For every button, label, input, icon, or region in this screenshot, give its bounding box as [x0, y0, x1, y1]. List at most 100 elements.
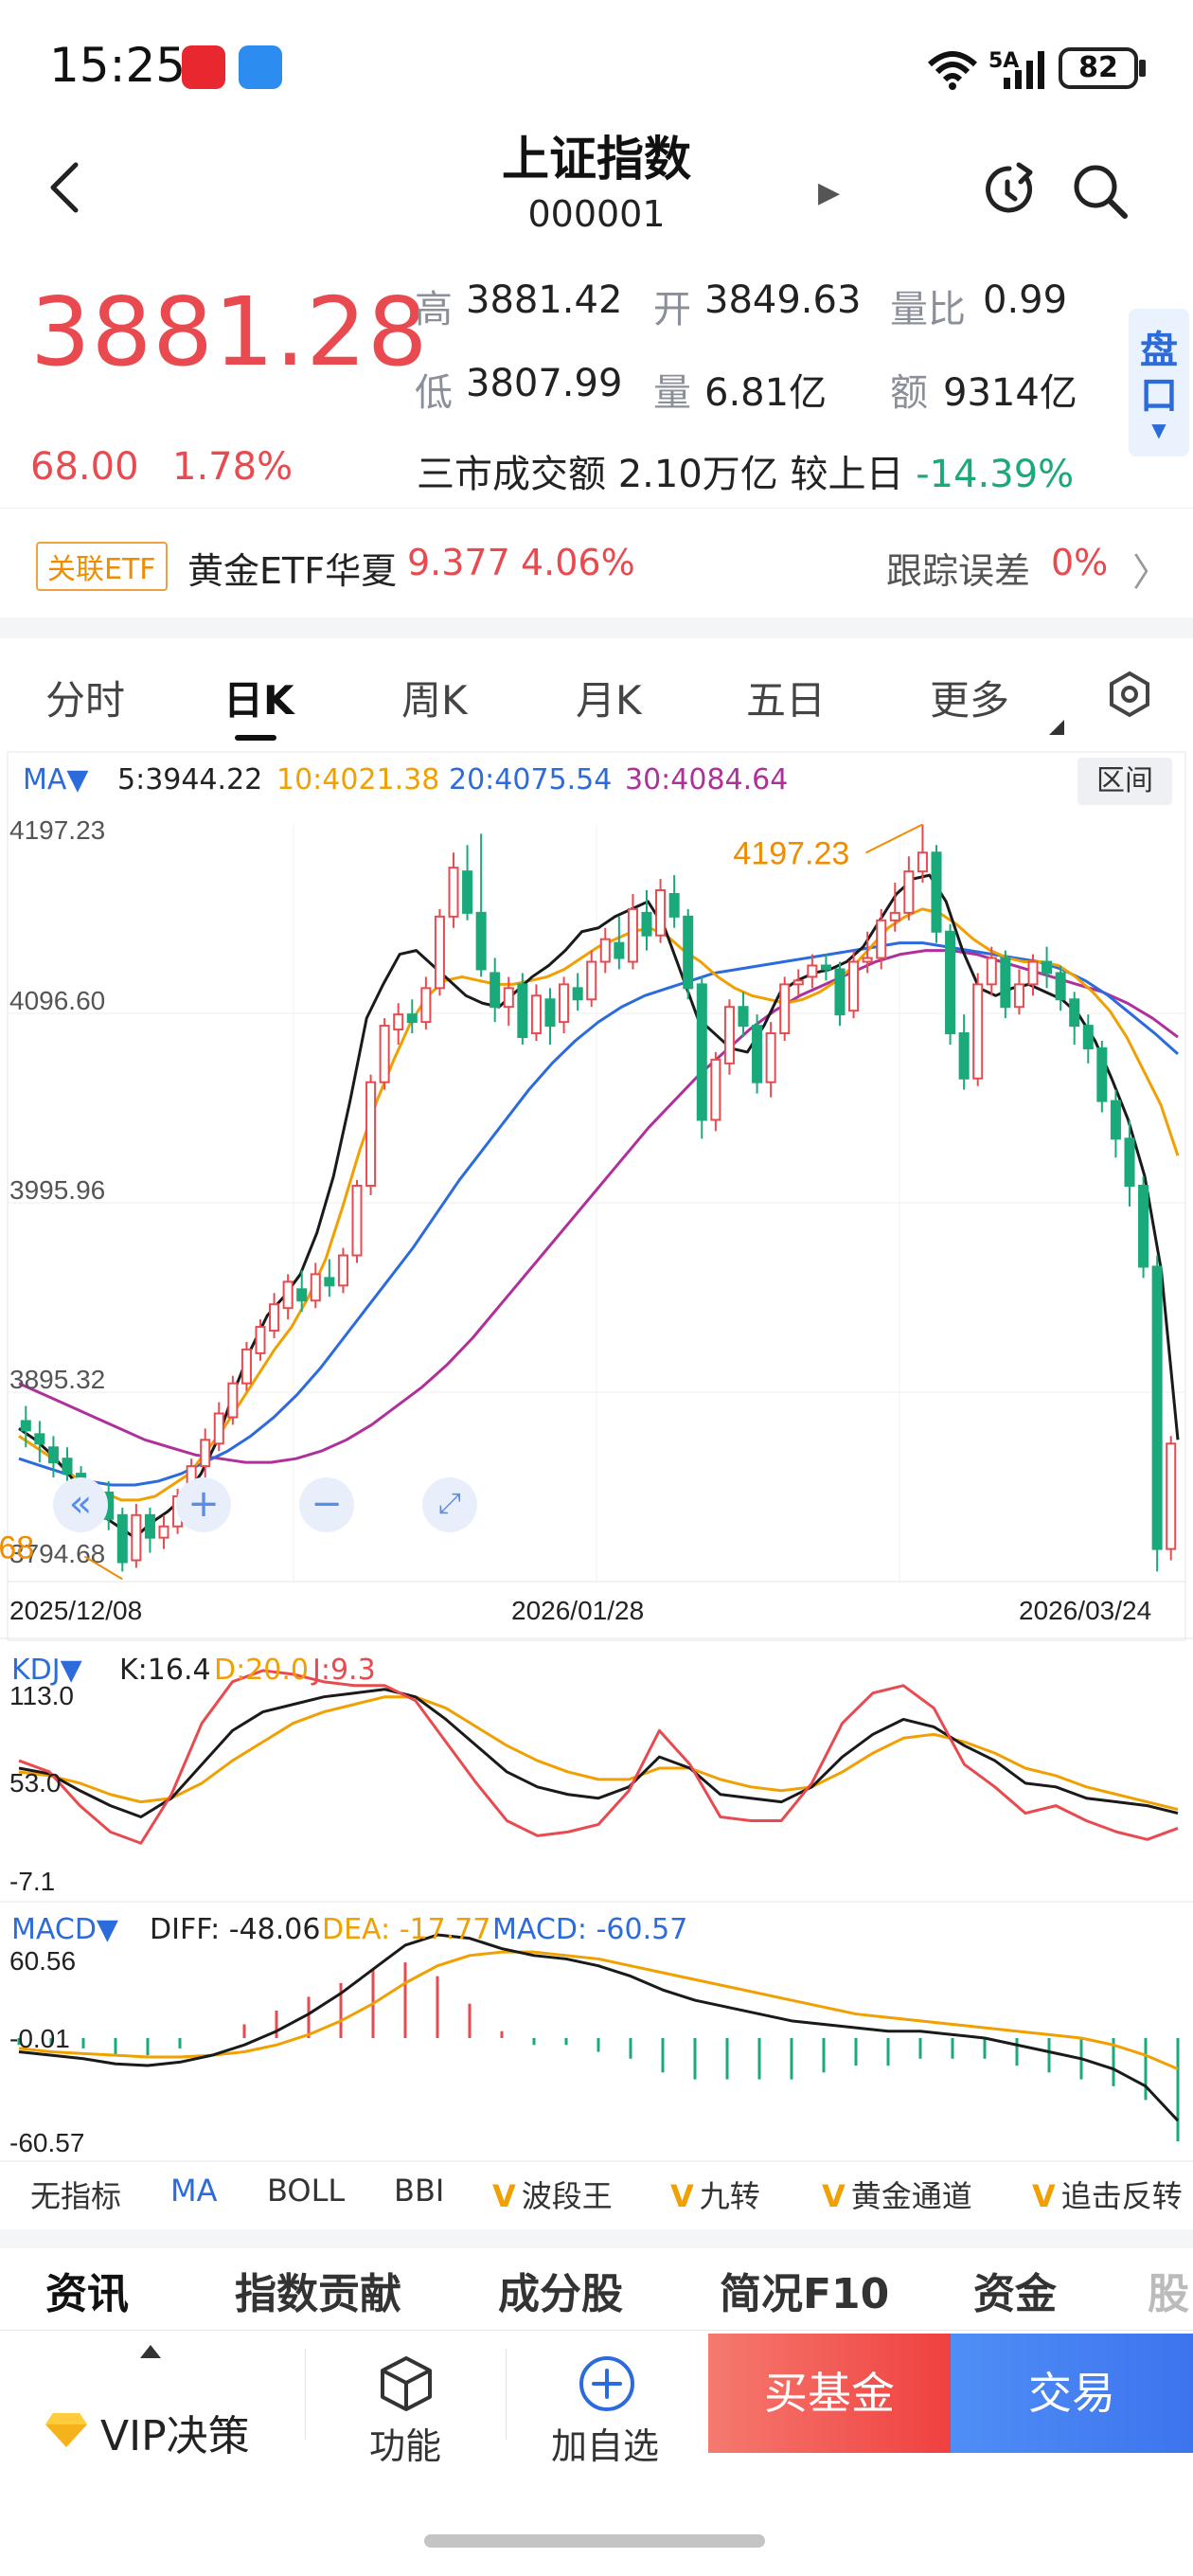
trade-button[interactable]: 交易	[951, 2334, 1193, 2453]
back-arrow-icon[interactable]	[45, 159, 83, 216]
y-axis-label: 3995.96	[9, 1175, 105, 1205]
macd-value-legend: MACD: -60.57	[492, 1913, 688, 1946]
ma20-line	[18, 941, 1179, 1487]
add-watchlist-icon[interactable]	[578, 2354, 636, 2413]
kdj-d-legend: D:20.0	[214, 1654, 310, 1687]
tab-daily-k[interactable]: 日K	[223, 677, 294, 724]
indicator-bbi[interactable]: BBI	[394, 2173, 445, 2209]
clock: 15:25	[49, 38, 187, 93]
max-price-label: 4197.23	[733, 835, 849, 871]
indicator-wave-king[interactable]: V 波段王	[492, 2173, 613, 2216]
candle-body	[765, 1032, 776, 1083]
tab-profile-f10[interactable]: 简况F10	[720, 2270, 890, 2318]
open-value: 3849.63	[704, 278, 862, 322]
candle-body	[627, 907, 638, 963]
candle-body	[282, 1280, 294, 1310]
tab-index-contribution[interactable]: 指数贡献	[235, 2270, 401, 2318]
scroll-left-icon[interactable]: «	[53, 1477, 108, 1532]
candle-body	[779, 983, 791, 1035]
tab-capital[interactable]: 资金	[973, 2270, 1057, 2318]
candle-body	[876, 919, 887, 959]
tab-intraday[interactable]: 分时	[45, 677, 126, 724]
tab-monthly-k[interactable]: 月K	[576, 677, 642, 724]
candle-body	[62, 1458, 73, 1476]
x-axis-label: 2026/03/24	[1019, 1596, 1151, 1625]
gear-icon[interactable]	[1106, 671, 1153, 718]
function-button[interactable]: 功能	[369, 2425, 442, 2467]
candle-body	[696, 983, 707, 1121]
vip-decision-button[interactable]: VIP决策	[100, 2412, 250, 2460]
refresh-icon[interactable]	[981, 161, 1040, 220]
expand-up-icon[interactable]	[140, 2345, 161, 2358]
cube-icon[interactable]	[377, 2354, 436, 2413]
high-label: 高	[415, 288, 453, 331]
home-indicator[interactable]	[424, 2534, 765, 2548]
more-dropdown-icon	[1049, 720, 1064, 735]
candle-body	[420, 987, 432, 1024]
macd-diff-line	[18, 1933, 1180, 2122]
chevron-down-icon: ▼	[1151, 419, 1166, 441]
macd-axis-label: -0.01	[9, 2024, 70, 2053]
candle-body	[462, 870, 473, 914]
candle-body	[324, 1277, 335, 1287]
candle-body	[448, 867, 459, 918]
add-watchlist-button[interactable]: 加自选	[551, 2425, 660, 2467]
indicator-ma[interactable]: MA	[170, 2173, 218, 2209]
candle-body	[406, 1013, 418, 1024]
search-icon[interactable]	[1070, 161, 1131, 222]
indicator-chase-reversal[interactable]: V 追击反转	[1032, 2173, 1183, 2216]
tab-stocks[interactable]: 股	[1148, 2270, 1189, 2318]
ma20-legend: 20:4075.54	[449, 763, 613, 796]
ma10-legend: 10:4021.38	[276, 763, 440, 796]
kdj-selector[interactable]: KDJ▼	[11, 1654, 82, 1687]
zoom-in-icon[interactable]: +	[176, 1477, 231, 1532]
candle-body	[972, 983, 984, 1080]
volume-ratio-label: 量比	[890, 288, 966, 331]
tab-weekly-k[interactable]: 周K	[401, 677, 468, 724]
stock-chart[interactable]: 4197.23 4096.60 3995.96 3895.32 3794.68 2025/…	[0, 748, 1193, 2169]
indicator-nine-turn[interactable]: V 九转	[670, 2173, 760, 2216]
candle-body	[1151, 1265, 1163, 1550]
status-bar: 15:25 5A 82	[0, 0, 1193, 133]
candle-body	[517, 983, 528, 1039]
candle-body	[903, 870, 915, 914]
range-button[interactable]: 区间	[1077, 758, 1172, 805]
candle-body	[572, 987, 583, 1001]
order-book-tab[interactable]: 盘口 ▼	[1129, 309, 1189, 456]
indicator-label: 波段王	[521, 2178, 613, 2214]
min-price-label: 3794.68	[0, 1530, 34, 1565]
macd-selector[interactable]: MACD▼	[11, 1913, 118, 1946]
y-axis-label: 3794.68	[9, 1539, 105, 1568]
divider	[506, 2349, 507, 2440]
ma30-line	[18, 949, 1179, 1464]
fullscreen-icon[interactable]: ⤢	[422, 1477, 477, 1532]
candle-body	[379, 1025, 390, 1083]
vip-mark-icon: V	[1032, 2178, 1056, 2214]
kdj-d-line	[18, 1695, 1179, 1812]
diamond-icon	[45, 2413, 87, 2447]
tab-more[interactable]: 更多	[930, 677, 1010, 724]
candle-body	[738, 1006, 749, 1028]
indicator-boll[interactable]: BOLL	[267, 2173, 346, 2209]
battery-icon: 82	[1059, 47, 1138, 89]
ma-selector[interactable]: MA▼	[23, 763, 89, 796]
candle-body	[1110, 1100, 1121, 1140]
play-icon[interactable]: ▶	[818, 176, 841, 209]
indicator-gold-channel[interactable]: V 黄金通道	[822, 2173, 972, 2216]
tab-news[interactable]: 资讯	[45, 2270, 129, 2318]
indicator-label: 追击反转	[1060, 2178, 1183, 2214]
candle-body	[931, 851, 942, 933]
chevron-right-icon[interactable]: 〉	[1132, 551, 1170, 595]
tab-five-day[interactable]: 五日	[746, 677, 827, 724]
volume-value: 6.81亿	[704, 371, 828, 415]
candle-body	[213, 1412, 224, 1445]
tab-constituents[interactable]: 成分股	[498, 2270, 623, 2318]
indicator-none[interactable]: 无指标	[30, 2178, 122, 2214]
low-value: 3807.99	[466, 362, 623, 405]
ma5-line	[18, 873, 1180, 1540]
etf-change-pct: 4.06%	[521, 542, 635, 583]
buy-fund-button[interactable]: 买基金	[708, 2334, 951, 2453]
y-axis-label: 4197.23	[9, 815, 105, 845]
candle-body	[503, 987, 514, 1009]
zoom-out-icon[interactable]: −	[299, 1477, 354, 1532]
